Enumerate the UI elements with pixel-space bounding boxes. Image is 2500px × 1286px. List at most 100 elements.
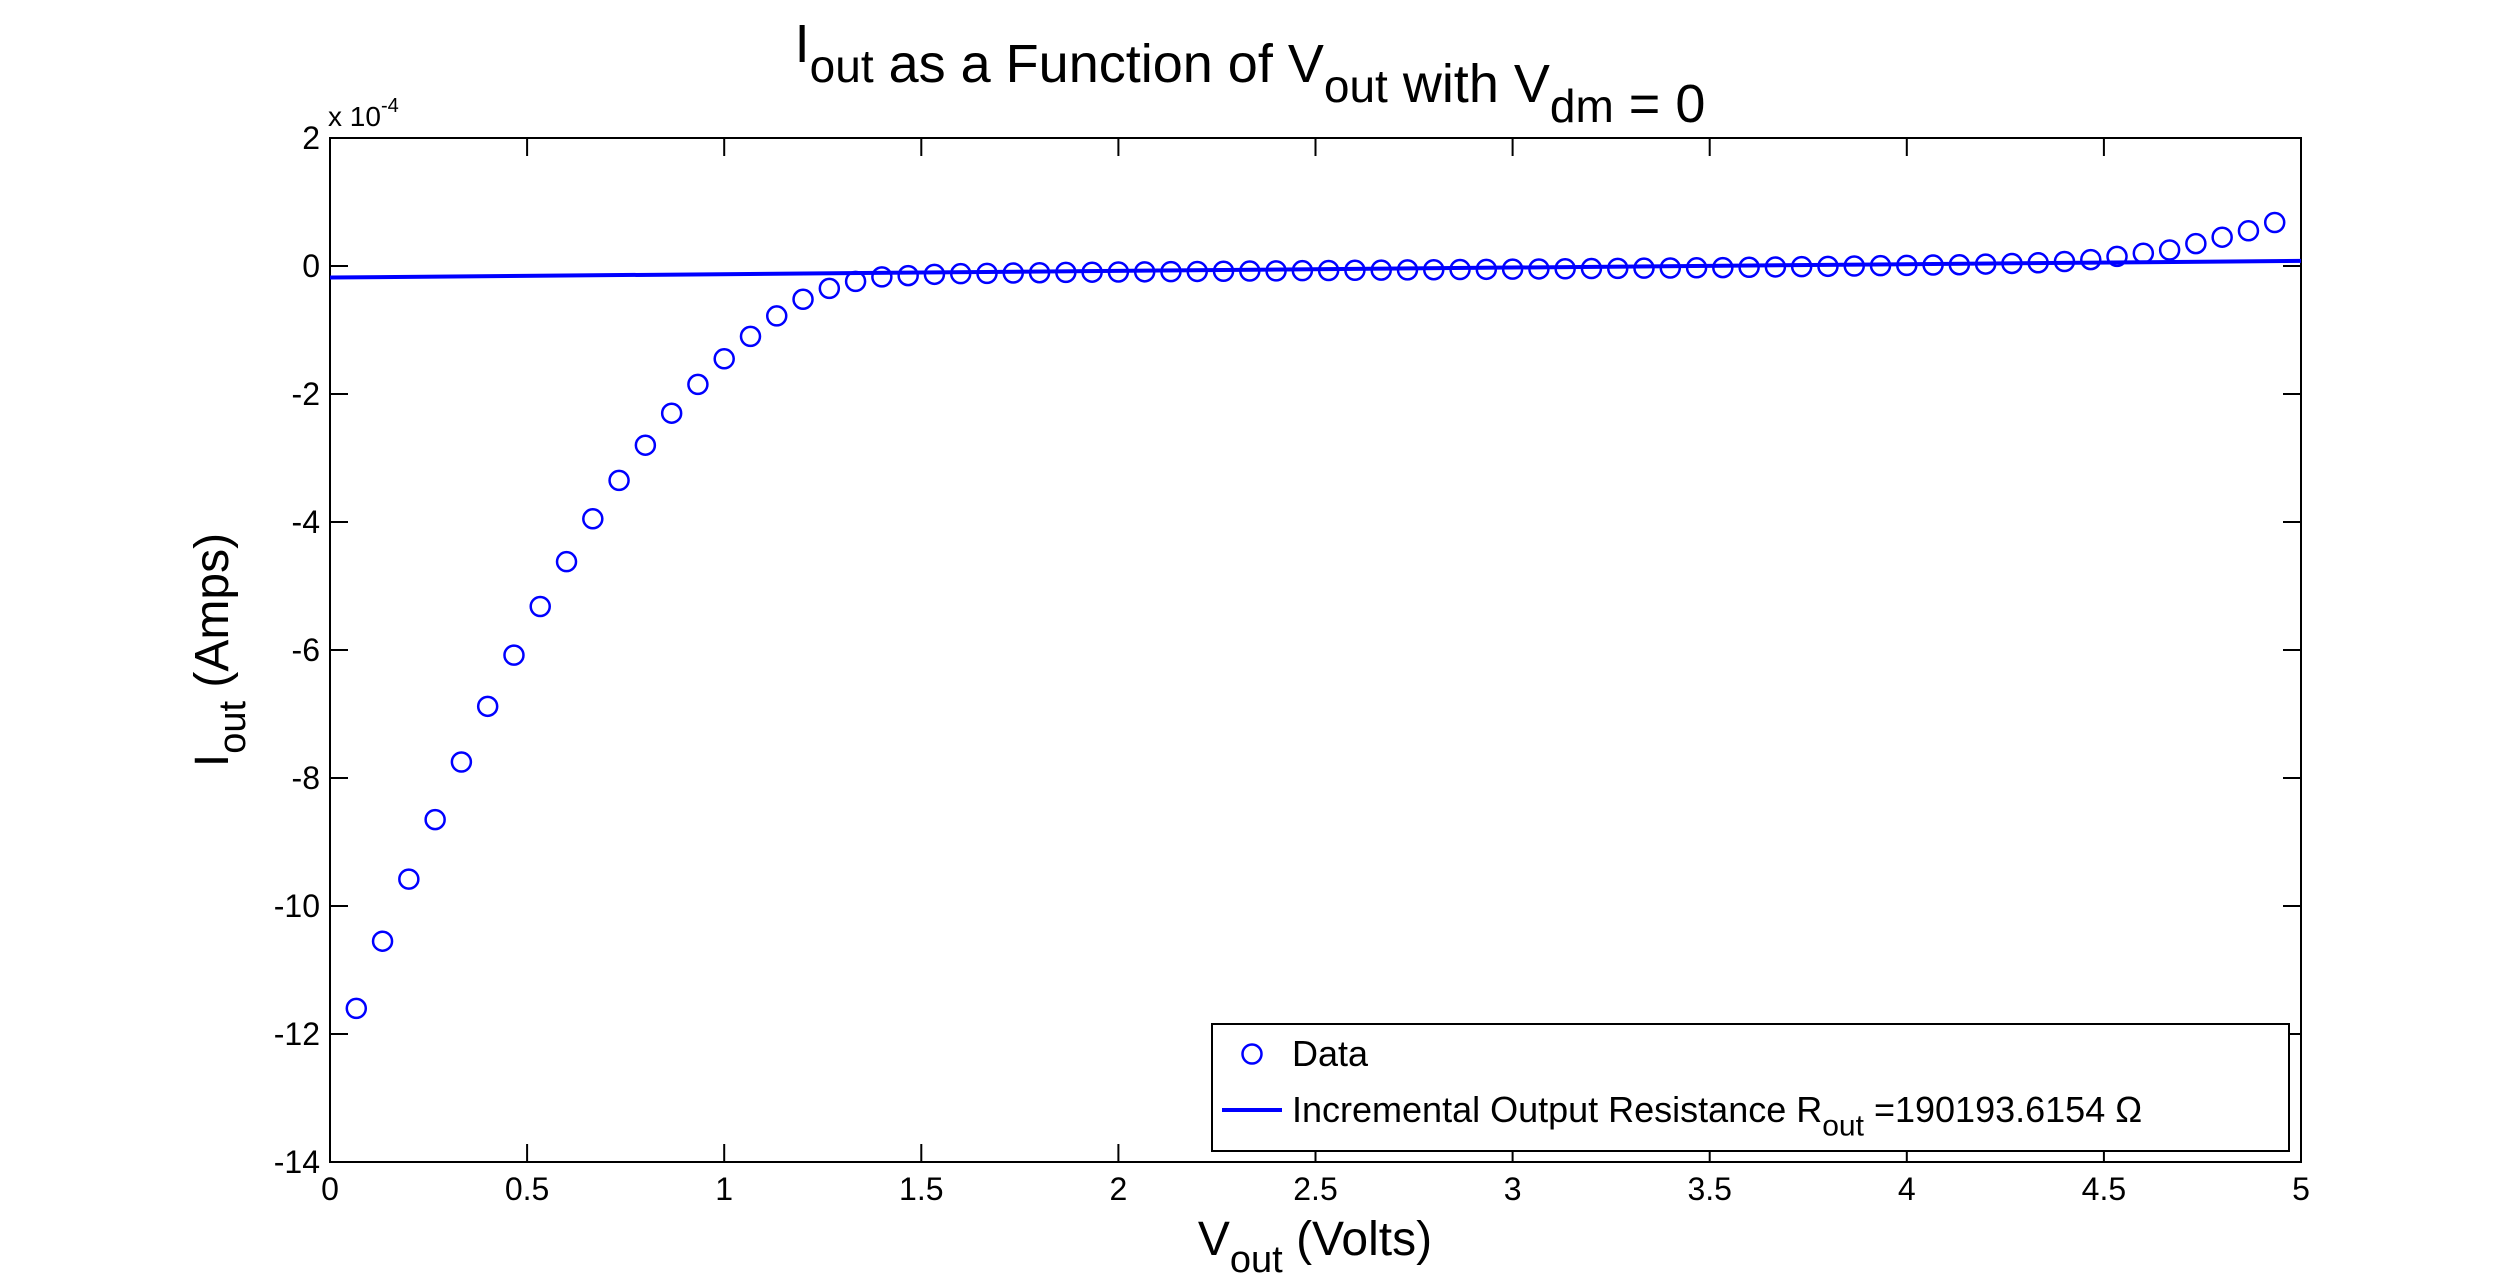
- title-subscript: out: [810, 40, 874, 92]
- y-tick-label: 0: [302, 248, 320, 284]
- data-point: [1685, 257, 1708, 279]
- data-point: [1554, 258, 1576, 280]
- data-point: [765, 305, 788, 327]
- y-tick-label: -6: [292, 632, 320, 668]
- plot-frame: [329, 137, 2302, 1163]
- data-point: [1055, 261, 1077, 284]
- y-multiplier-base: x 10: [328, 101, 381, 132]
- x-tick-label: 1: [715, 1171, 733, 1207]
- x-tick-label: 3: [1504, 1171, 1522, 1207]
- title-subscript: dm: [1550, 80, 1614, 132]
- data-point: [976, 262, 998, 285]
- data-point: [844, 270, 867, 293]
- y-tick-label: -4: [292, 504, 320, 540]
- label-rest: (Amps): [186, 533, 239, 701]
- data-point: [1764, 256, 1787, 278]
- data-point: [503, 644, 525, 666]
- label-main: I: [186, 754, 239, 767]
- data-point: [1081, 261, 1103, 283]
- data-point: [687, 373, 709, 396]
- data-point: [1160, 260, 1182, 283]
- y-tick-label: -12: [274, 1016, 320, 1052]
- data-point: [1265, 260, 1287, 282]
- data-point: [634, 434, 657, 456]
- x-tick-label: 1.5: [899, 1171, 943, 1207]
- data-point: [1817, 255, 1839, 278]
- data-point: [345, 997, 368, 1020]
- data-point: [1317, 259, 1340, 282]
- data-series: [345, 211, 2286, 1020]
- data-point: [2211, 226, 2233, 248]
- data-point: [1843, 255, 1866, 277]
- x-tick-label: 4.5: [2082, 1171, 2126, 1207]
- title-part: I: [795, 14, 810, 74]
- data-point: [1528, 258, 1550, 280]
- fit-line: [329, 258, 2302, 280]
- data-point: [1239, 260, 1261, 282]
- data-point: [897, 264, 919, 287]
- data-point: [660, 402, 683, 424]
- data-point: [1291, 259, 1314, 282]
- x-tick-label: 3.5: [1687, 1171, 1731, 1207]
- data-point: [2132, 242, 2155, 264]
- y-tick-label: -10: [274, 888, 320, 924]
- data-point: [1896, 254, 1918, 277]
- data-point: [1633, 257, 1655, 279]
- data-point: [1186, 260, 1208, 283]
- data-point: [792, 288, 814, 311]
- y-tick-label: 2: [302, 120, 320, 156]
- data-point: [871, 266, 893, 288]
- data-point: [1396, 259, 1419, 281]
- title-subscript: out: [1324, 60, 1388, 112]
- data-point: [1606, 257, 1629, 280]
- x-tick-label: 2: [1110, 1171, 1128, 1207]
- data-point: [1948, 253, 1971, 276]
- x-tick-label: 5: [2292, 1171, 2310, 1207]
- title-part: = 0: [1614, 74, 1706, 134]
- label-main: V: [1198, 1213, 1230, 1266]
- data-point: [1580, 257, 1603, 280]
- title-part: as a Function of V: [874, 34, 1324, 94]
- data-point: [2027, 252, 2049, 274]
- title-part: with V: [1388, 54, 1550, 114]
- y-tick-label: -8: [292, 760, 320, 796]
- chart-title: Iout as a Function of Vout with Vdm = 0: [795, 14, 1706, 134]
- data-point: [1712, 256, 1734, 279]
- data-point: [1423, 258, 1445, 281]
- y-axis-label: Iout (Amps): [186, 533, 254, 767]
- x-tick-label: 0: [321, 1171, 339, 1207]
- data-point: [608, 469, 630, 492]
- data-point: [1974, 253, 1997, 275]
- data-point: [2237, 220, 2260, 242]
- data-point: [1133, 261, 1156, 283]
- data-point: [2053, 250, 2076, 273]
- data-point: [1922, 254, 1944, 276]
- data-point: [555, 550, 578, 573]
- data-point: [529, 595, 551, 618]
- data-point: [1659, 257, 1682, 279]
- data-point: [1869, 254, 1892, 277]
- legend: Data Incremental Output Resistance Rout …: [1211, 1023, 2290, 1152]
- x-tick-label: 2.5: [1293, 1171, 1337, 1207]
- data-point: [739, 325, 762, 348]
- data-point: [949, 262, 972, 285]
- data-point: [582, 508, 604, 530]
- x-tick-label: 4: [1898, 1171, 1916, 1207]
- x-axis-label: Vout (Volts): [1198, 1213, 1432, 1281]
- fit-line-series: [329, 258, 2302, 280]
- legend-marker-data: [1241, 1043, 1263, 1065]
- label-main: Incremental Output Resistance R: [1292, 1089, 1822, 1130]
- data-point: [2263, 211, 2286, 234]
- data-point: [1344, 259, 1366, 282]
- legend-label-fit: Incremental Output Resistance Rout =1901…: [1292, 1089, 2142, 1143]
- data-point: [1475, 258, 1498, 281]
- data-point: [1107, 261, 1130, 283]
- data-point: [1028, 261, 1051, 284]
- data-point: [1449, 258, 1471, 281]
- y-tick-label: -2: [292, 376, 320, 412]
- data-point: [2001, 252, 2023, 275]
- data-point: [1790, 255, 1813, 278]
- data-point: [1212, 260, 1235, 282]
- x-axis: 0 0.5 1 1.5 2 2.5 3 3.5 4 4.5 5: [321, 138, 2310, 1207]
